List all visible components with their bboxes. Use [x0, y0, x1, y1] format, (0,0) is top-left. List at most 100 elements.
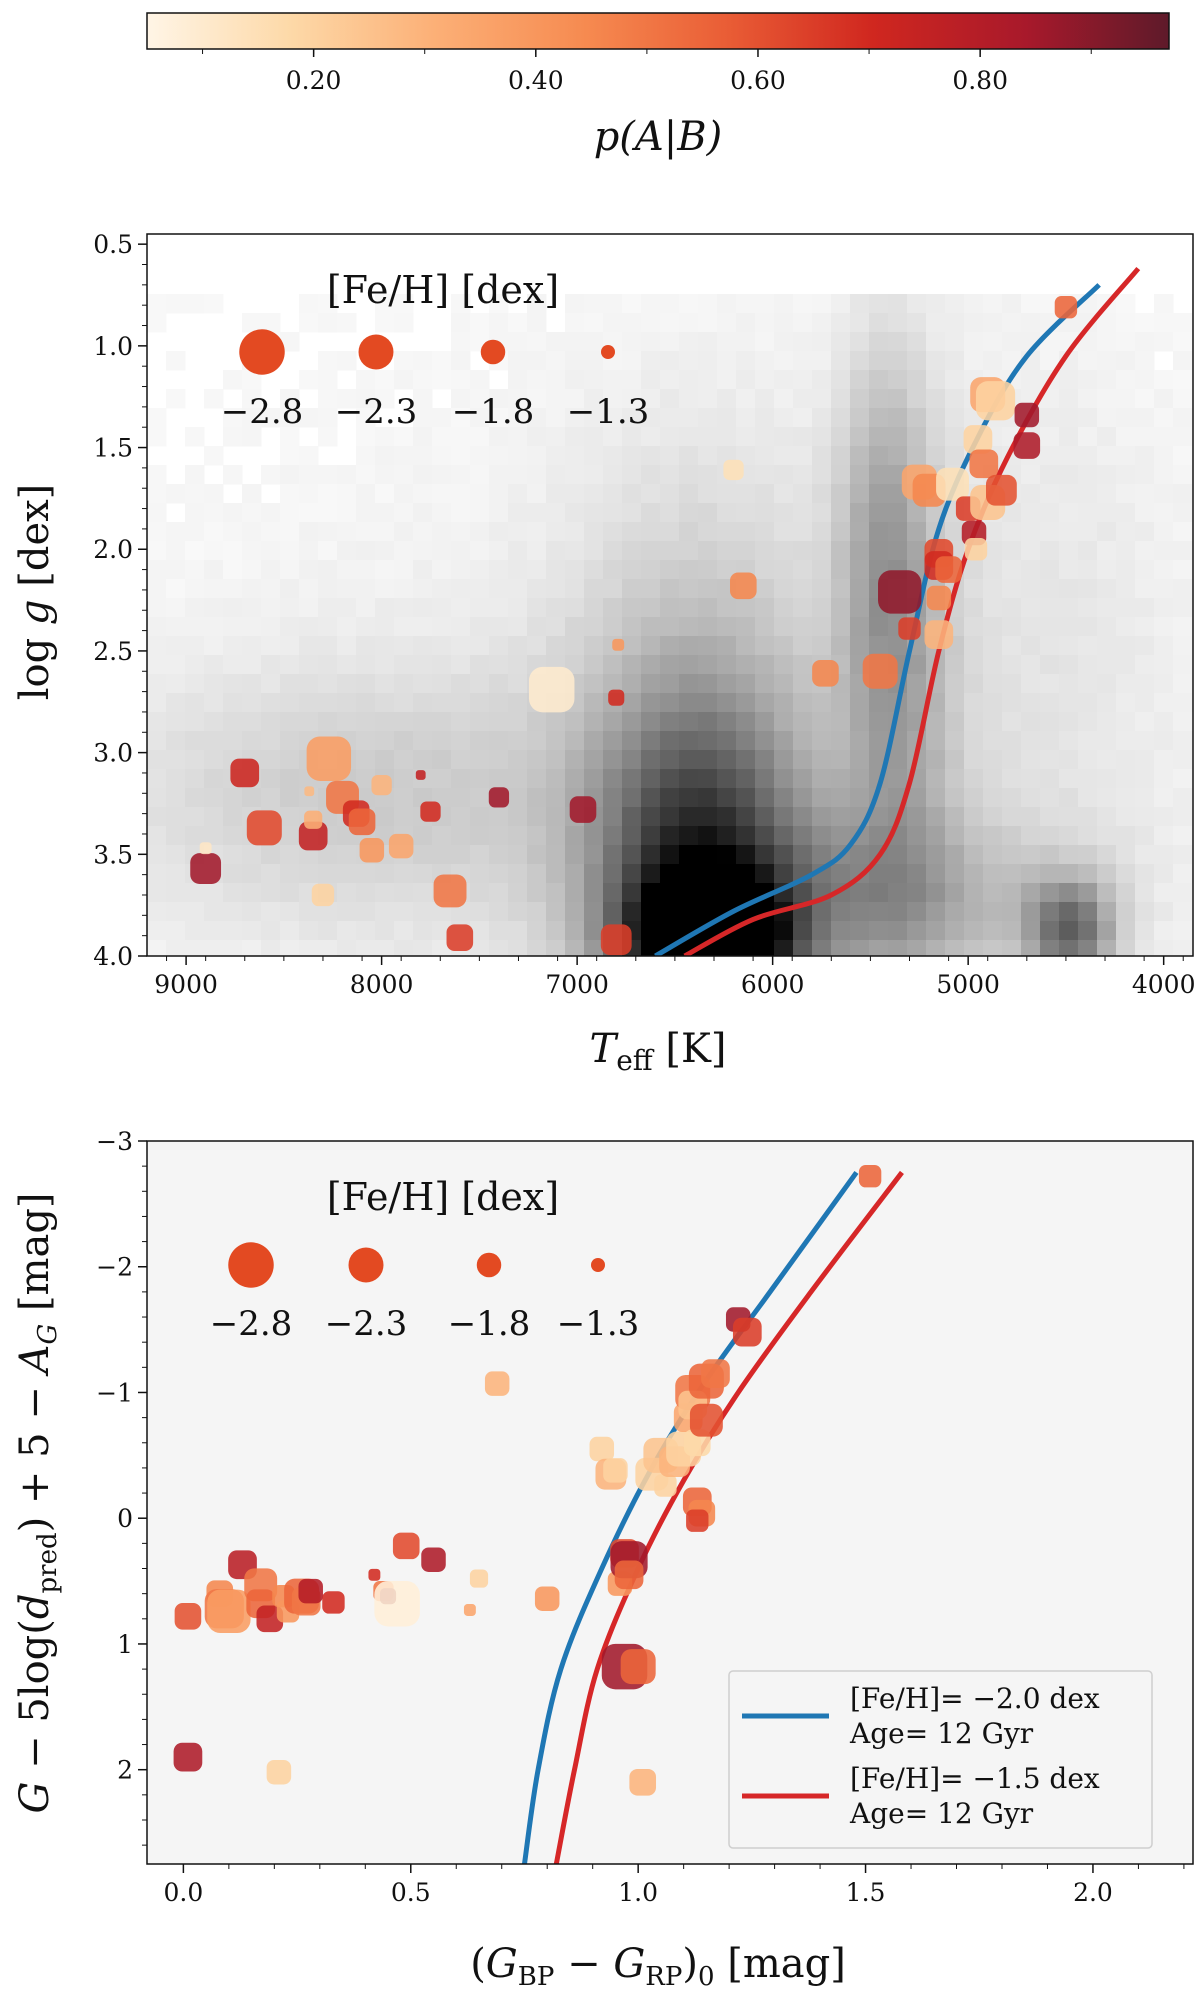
- density-cell: [774, 598, 794, 618]
- density-cell: [1059, 598, 1079, 618]
- density-cell: [964, 598, 984, 618]
- density-cell: [546, 617, 566, 637]
- legend-marker: [476, 1252, 502, 1278]
- density-cell: [983, 769, 1003, 789]
- density-cell: [793, 883, 813, 903]
- density-cell: [736, 845, 756, 865]
- density-cell: [831, 769, 851, 789]
- density-cell: [603, 294, 623, 314]
- density-cell: [584, 503, 604, 523]
- x-tick-label: 0.5: [391, 1878, 431, 1907]
- density-cell: [1021, 541, 1041, 561]
- density-cell: [280, 579, 300, 599]
- density-cell: [527, 902, 547, 922]
- density-cell: [774, 940, 794, 956]
- density-cell: [375, 522, 395, 542]
- star-point: [488, 787, 510, 808]
- density-cell: [679, 408, 699, 428]
- density-cell: [299, 446, 319, 466]
- density-cell: [926, 788, 946, 808]
- density-cell: [660, 427, 680, 447]
- density-cell: [698, 883, 718, 903]
- density-cell: [945, 902, 965, 922]
- density-cell: [470, 522, 490, 542]
- density-cell: [356, 522, 376, 542]
- density-cell: [1135, 351, 1155, 371]
- density-cell: [280, 769, 300, 789]
- density-cell: [717, 769, 737, 789]
- density-cell: [603, 313, 623, 333]
- density-cell: [679, 503, 699, 523]
- density-cell: [698, 332, 718, 352]
- density-cell: [1154, 750, 1174, 770]
- density-cell: [470, 902, 490, 922]
- isochrone-line: [683, 266, 1141, 956]
- density-cell: [280, 617, 300, 637]
- y-tick-label: −1: [96, 1378, 133, 1407]
- density-cell: [755, 503, 775, 523]
- density-cell: [622, 313, 642, 333]
- density-cell: [432, 731, 452, 751]
- legend-label: −1.3: [567, 392, 650, 432]
- density-cell: [755, 674, 775, 694]
- density-cell: [964, 807, 984, 827]
- star-point: [629, 1768, 657, 1796]
- density-cell: [508, 408, 528, 428]
- density-cell: [356, 484, 376, 504]
- density-cell: [375, 598, 395, 618]
- density-cell: [204, 560, 224, 580]
- density-cell: [318, 902, 338, 922]
- density-cell: [831, 902, 851, 922]
- density-cell: [1040, 902, 1060, 922]
- density-cell: [812, 294, 832, 314]
- density-cell: [660, 807, 680, 827]
- density-cell: [774, 750, 794, 770]
- star-point: [484, 1371, 510, 1396]
- density-cell: [280, 503, 300, 523]
- density-cell: [565, 579, 585, 599]
- density-cell: [603, 370, 623, 390]
- density-cell: [755, 313, 775, 333]
- density-cell: [1021, 294, 1041, 314]
- star-point: [311, 883, 335, 907]
- density-cell: [850, 636, 870, 656]
- density-cell: [983, 617, 1003, 637]
- density-cell: [660, 370, 680, 390]
- density-cell: [964, 864, 984, 884]
- density-cell: [166, 674, 186, 694]
- density-cell: [223, 541, 243, 561]
- density-cell: [793, 940, 813, 956]
- density-cell: [774, 826, 794, 846]
- star-point: [174, 1602, 202, 1630]
- density-cell: [926, 427, 946, 447]
- density-cell: [356, 446, 376, 466]
- density-cell: [926, 408, 946, 428]
- density-cell: [242, 389, 262, 409]
- density-cell: [489, 940, 509, 956]
- density-cell: [242, 370, 262, 390]
- density-cell: [1135, 598, 1155, 618]
- density-cell: [242, 427, 262, 447]
- density-cell: [717, 332, 737, 352]
- density-cell: [204, 484, 224, 504]
- density-cell: [565, 940, 585, 956]
- density-cell: [546, 921, 566, 941]
- density-cell: [375, 902, 395, 922]
- density-cell: [736, 883, 756, 903]
- density-cell: [584, 541, 604, 561]
- density-cell: [1173, 465, 1193, 485]
- density-cell: [185, 769, 205, 789]
- density-cell: [299, 465, 319, 485]
- density-cell: [1154, 294, 1174, 314]
- density-cell: [793, 769, 813, 789]
- density-cell: [489, 294, 509, 314]
- density-cell: [907, 807, 927, 827]
- star-point: [926, 585, 952, 611]
- density-cell: [869, 313, 889, 333]
- density-cell: [945, 750, 965, 770]
- density-cell: [1078, 522, 1098, 542]
- density-cell: [698, 655, 718, 675]
- density-cell: [489, 674, 509, 694]
- density-cell: [166, 693, 186, 713]
- density-cell: [945, 427, 965, 447]
